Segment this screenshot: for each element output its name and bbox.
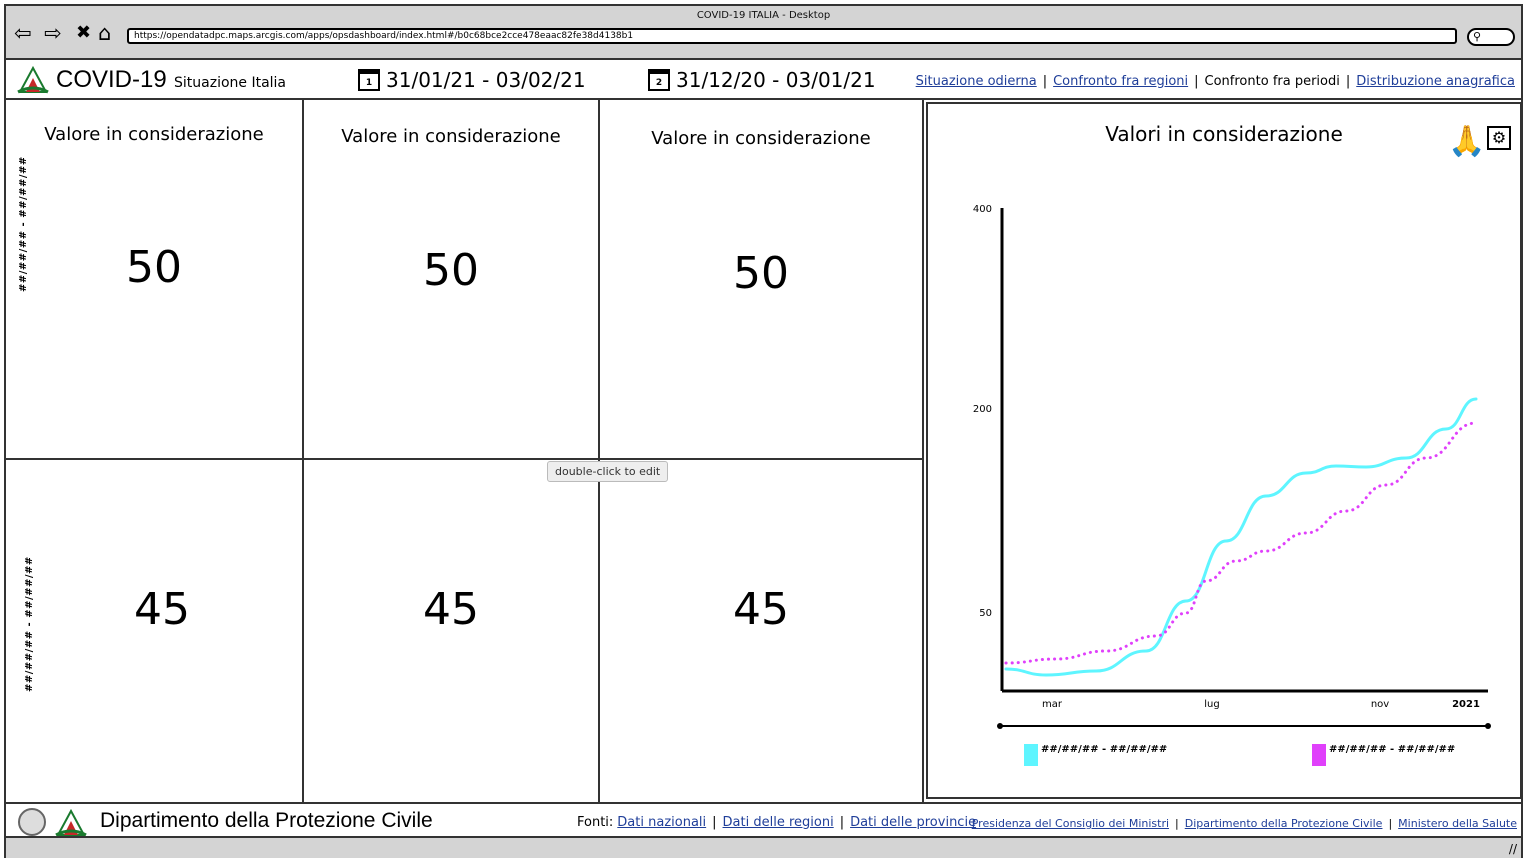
gear-icon[interactable]: ⚙ xyxy=(1487,126,1511,150)
sources-links: Fonti: Dati nazionali | Dati delle regio… xyxy=(577,815,976,830)
cell-value: 45 xyxy=(733,584,789,635)
tab-situazione-odierna[interactable]: Situazione odierna xyxy=(915,74,1037,89)
chart-title: Valori in considerazione xyxy=(1105,122,1343,146)
window-title: COVID-19 ITALIA - Desktop xyxy=(696,10,831,21)
value-cell[interactable]: 45 xyxy=(304,460,600,802)
home-icon[interactable]: ⌂ xyxy=(98,21,112,45)
app-footer: Dipartimento della Protezione Civile Fon… xyxy=(6,802,1521,838)
sources-label: Fonti: xyxy=(577,815,614,830)
stop-icon[interactable]: ✖ xyxy=(76,22,92,43)
date-range-2-text: 31/12/20 - 03/01/21 xyxy=(676,68,876,92)
y-tick-label: 400 xyxy=(973,204,992,215)
republic-emblem-icon xyxy=(18,808,46,836)
chart-panel: Valori in considerazione 🙏 ⚙ 400 200 50 mar… xyxy=(926,102,1522,799)
cell-value: 50 xyxy=(423,245,479,296)
cell-value: 50 xyxy=(733,248,789,299)
series-line-1 xyxy=(1004,397,1478,677)
tab-separator: | xyxy=(1042,74,1048,89)
tab-separator: | xyxy=(1345,74,1351,89)
tab-distribuzione-anagrafica[interactable]: Distribuzione anagrafica xyxy=(1356,74,1515,89)
cell-value: 45 xyxy=(423,584,479,635)
link-ministero-salute[interactable]: Ministero della Salute xyxy=(1398,817,1517,830)
protezione-civile-logo xyxy=(55,808,87,837)
tab-confronto-regioni[interactable]: Confronto fra regioni xyxy=(1053,74,1189,89)
value-cell[interactable]: Valore in considerazione 50 xyxy=(304,100,600,460)
app-header: COVID-19 Situazione Italia 1 31/01/21 - … xyxy=(6,60,1521,100)
link-separator: | xyxy=(839,815,845,830)
x-tick-label: lug xyxy=(1204,699,1219,710)
nav-tabs: Situazione odierna | Confronto fra regio… xyxy=(916,74,1515,89)
legend-label: ##/##/## - ##/##/## xyxy=(1041,744,1168,755)
link-presidenza[interactable]: Presidenza del Consiglio dei Ministri xyxy=(971,817,1170,830)
date-range-1[interactable]: 1 31/01/21 - 03/02/21 xyxy=(358,68,586,92)
link-separator: | xyxy=(712,815,717,830)
status-bar: // xyxy=(6,838,1521,858)
legend-item[interactable]: ##/##/## - ##/##/## xyxy=(1312,744,1455,766)
time-slider-handle xyxy=(997,723,1003,729)
cell-value: 45 xyxy=(134,584,190,635)
time-slider-handle xyxy=(1485,723,1491,729)
forward-icon[interactable]: ⇨ xyxy=(44,21,62,45)
cell-value: 50 xyxy=(126,242,182,293)
resize-handle-icon[interactable]: // xyxy=(1508,842,1517,856)
back-icon[interactable]: ⇦ xyxy=(14,21,32,45)
search-icon[interactable]: ⚲ xyxy=(1467,28,1515,46)
calendar-icon: 1 xyxy=(358,69,380,91)
edit-tooltip: double-click to edit xyxy=(547,461,669,482)
legend-label: ##/##/## - ##/##/## xyxy=(1329,744,1456,755)
link-dati-regioni[interactable]: Dati delle regioni xyxy=(722,815,834,830)
cell-label: Valore in considerazione xyxy=(341,126,561,147)
y-tick-label: 50 xyxy=(979,608,992,619)
y-tick-label: 200 xyxy=(973,404,992,415)
link-dati-provincie[interactable]: Dati delle provincie xyxy=(850,815,977,830)
department-name: Dipartimento della Protezione Civile xyxy=(100,809,433,832)
legend-swatch xyxy=(1024,744,1038,766)
value-cell[interactable]: Valore in considerazione 50 xyxy=(600,100,924,460)
x-tick-label: 2021 xyxy=(1452,699,1480,710)
praying-hands-icon: 🙏 xyxy=(1448,124,1486,159)
url-bar[interactable]: https://opendatadpc.maps.arcgis.com/apps… xyxy=(127,28,1457,44)
x-tick-label: nov xyxy=(1371,699,1389,710)
value-cell[interactable]: 45 xyxy=(600,460,924,802)
x-tick-label: mar xyxy=(1042,699,1063,710)
series-line-2 xyxy=(1004,421,1478,665)
tab-separator: | xyxy=(1194,74,1199,89)
value-cell[interactable]: Valore in considerazione 50 xyxy=(6,100,304,460)
value-cell[interactable]: 45 xyxy=(6,460,304,802)
tab-confronto-periodi[interactable]: Confronto fra periodi xyxy=(1204,74,1340,89)
legend-swatch xyxy=(1312,744,1326,766)
cell-label: Valore in considerazione xyxy=(651,128,871,149)
legend-item[interactable]: ##/##/## - ##/##/## xyxy=(1024,744,1167,766)
link-separator: | xyxy=(1388,817,1393,830)
link-dati-nazionali[interactable]: Dati nazionali xyxy=(617,815,707,830)
browser-chrome: COVID-19 ITALIA - Desktop ⇦ ⇨ ✖ ⌂ https:… xyxy=(6,6,1521,60)
cell-label: Valore in considerazione xyxy=(44,124,264,145)
protezione-civile-logo xyxy=(17,65,49,94)
gov-links: Presidenza del Consiglio dei Ministri | … xyxy=(972,817,1517,830)
calendar-icon: 2 xyxy=(648,69,670,91)
date-range-1-text: 31/01/21 - 03/02/21 xyxy=(386,68,586,92)
values-grid: ##/##/## - ##/##/## ##/##/## - ##/##/## … xyxy=(6,100,924,802)
app-window: COVID-19 ITALIA - Desktop ⇦ ⇨ ✖ ⌂ https:… xyxy=(4,4,1523,858)
app-subtitle: Situazione Italia xyxy=(174,75,287,91)
link-separator: | xyxy=(1175,817,1179,830)
app-title: COVID-19 xyxy=(56,66,167,93)
date-range-2[interactable]: 2 31/12/20 - 03/01/21 xyxy=(648,68,876,92)
link-protezione-civile[interactable]: Dipartimento della Protezione Civile xyxy=(1184,817,1383,830)
line-chart: 400 200 50 mar lug nov 2021 xyxy=(973,204,1491,729)
